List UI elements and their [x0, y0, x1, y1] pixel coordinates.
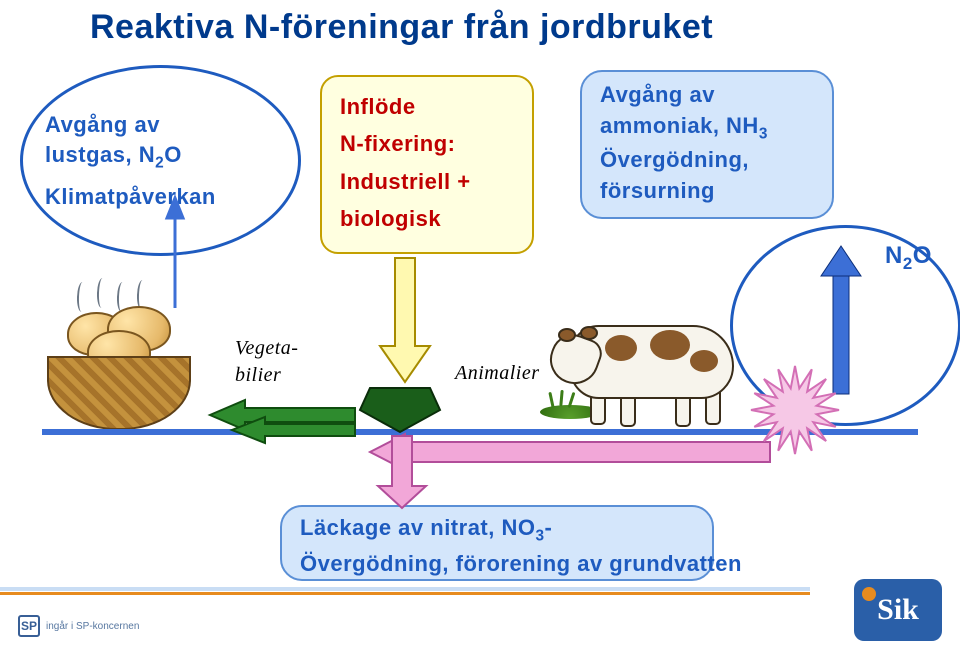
n2o-label: N2O: [885, 240, 932, 275]
right-text-block: Avgång av ammoniak, NH3 Övergödning, för…: [600, 80, 768, 206]
cow-icon: [550, 300, 770, 430]
left-text-block: Avgång av lustgas, N2O Klimatpåverkan: [45, 110, 216, 212]
middle-text-block: Inflöde N-fixering: Industriell + biolog…: [340, 88, 471, 238]
sik-text: Sik: [877, 593, 919, 627]
footer-left-logo: SP ingår i SP-koncernen: [18, 615, 139, 637]
yellow-down-arrow: [392, 258, 418, 334]
footer-right-logo: Sik: [854, 579, 942, 641]
slide-root: Reaktiva N-föreningar från jordbruket Av…: [0, 0, 960, 651]
pink-arrow-down: [378, 436, 426, 508]
footer-left-text: ingår i SP-koncernen: [46, 621, 139, 632]
footer-sep-blue: [0, 587, 810, 591]
sp-logo-icon: SP: [18, 615, 40, 637]
footer-sep-orange: [0, 592, 810, 595]
yellow-down-arrow-final: [380, 258, 430, 382]
vegeta-label: Vegeta- bilier: [235, 335, 298, 389]
left-line2: lustgas, N2O: [45, 140, 216, 174]
pentagon-icon: [360, 388, 440, 432]
left-extra: Klimatpåverkan: [45, 182, 216, 212]
animalier-label: Animalier: [455, 360, 540, 387]
green-arrow-2: [232, 417, 355, 443]
yellow-down-arrow-clean: [383, 258, 427, 380]
bottom-text-block: Läckage av nitrat, NO3- Övergödning, för…: [300, 512, 742, 580]
bread-basket-icon: [42, 300, 192, 430]
pink-arrow-left: [370, 434, 770, 470]
left-line1: Avgång av: [45, 110, 216, 140]
green-arrow-1: [210, 400, 355, 430]
logo-dot-icon: [862, 587, 876, 601]
slide-title: Reaktiva N-föreningar från jordbruket: [90, 8, 920, 47]
